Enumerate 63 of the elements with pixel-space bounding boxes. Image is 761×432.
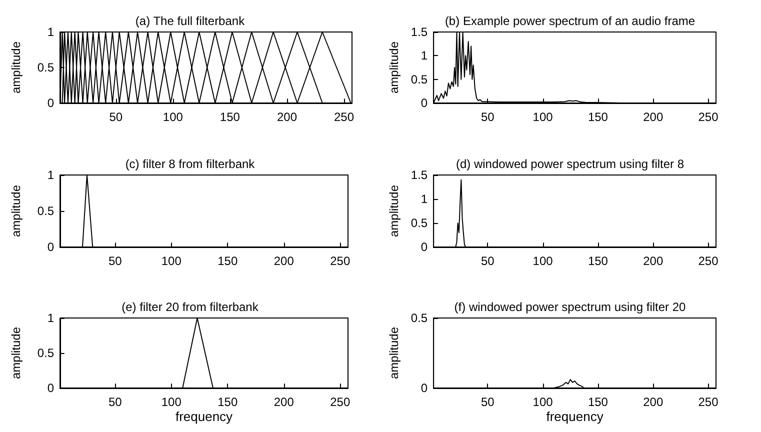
y-axis-title: amplitude [9,184,23,238]
y-tick-label: 1.5 [410,25,428,39]
y-axis-title: amplitude [9,41,23,94]
x-tick-label: 200 [643,395,664,409]
x-tick-label: 50 [108,395,122,409]
x-tick-label: 100 [162,110,184,124]
y-tick-label: 0.5 [410,72,428,86]
x-tick-label: 100 [532,254,554,268]
y-tick-label: 1 [420,192,428,206]
chart-title: (d) windowed power spectrum using filter 8 [456,157,684,171]
x-tick-label: 250 [334,110,354,124]
y-tick-label: 0 [47,96,54,110]
chart-title: (c) filter 8 from filterbank [125,157,256,171]
x-tick-label: 150 [218,254,238,268]
y-tick-label: 0 [420,240,428,254]
chart-title: (a) The full filterbank [135,14,246,28]
y-tick-label: 0.5 [410,216,428,230]
y-tick-label: 0.5 [410,311,428,325]
x-tick-label: 50 [108,254,122,268]
x-tick-label: 250 [698,254,719,268]
x-tick-label: 100 [532,110,554,124]
y-tick-label: 0.5 [37,60,54,74]
y-tick-label: 0 [420,381,428,395]
x-axis-title: frequency [175,409,234,424]
x-tick-label: 50 [480,254,495,268]
x-tick-label: 250 [698,110,719,124]
y-tick-label: 0 [420,96,428,110]
y-axis-title: amplitude [9,326,23,380]
x-tick-label: 250 [698,395,719,409]
x-tick-label: 100 [161,254,182,268]
x-tick-label: 200 [274,395,294,409]
x-tick-label: 150 [220,110,240,124]
x-tick-label: 50 [109,110,123,124]
y-axis-title: amplitude [387,184,401,238]
x-tick-label: 150 [588,110,608,124]
y-tick-label: 0 [47,381,54,395]
x-tick-label: 200 [643,110,664,124]
y-tick-label: 1.5 [410,168,428,182]
y-tick-label: 1 [47,25,54,39]
chart-title: (e) filter 20 from filterbank [122,300,260,314]
x-tick-label: 250 [330,395,350,409]
y-tick-label: 0.5 [37,204,54,218]
x-tick-label: 250 [330,254,350,268]
x-tick-label: 100 [532,395,554,409]
x-tick-label: 150 [588,395,608,409]
y-axis-title: amplitude [387,41,401,94]
x-tick-label: 100 [161,395,182,409]
x-tick-label: 200 [274,254,294,268]
y-tick-label: 0.5 [37,346,54,360]
y-tick-label: 1 [47,168,54,182]
x-tick-label: 150 [588,254,608,268]
x-tick-label: 200 [276,110,298,124]
y-axis-title: amplitude [387,326,401,380]
x-tick-label: 200 [643,254,664,268]
y-tick-label: 0 [47,240,54,254]
chart-title: (f) windowed power spectrum using filter 20 [454,300,686,314]
y-tick-label: 1 [47,311,54,325]
y-tick-label: 1 [420,48,428,63]
chart-title: (b) Example power spectrum of an audio frame [444,14,696,28]
x-tick-label: 150 [218,395,238,409]
x-tick-label: 50 [480,110,495,124]
x-axis-title: frequency [546,409,604,424]
x-tick-label: 50 [480,395,495,409]
